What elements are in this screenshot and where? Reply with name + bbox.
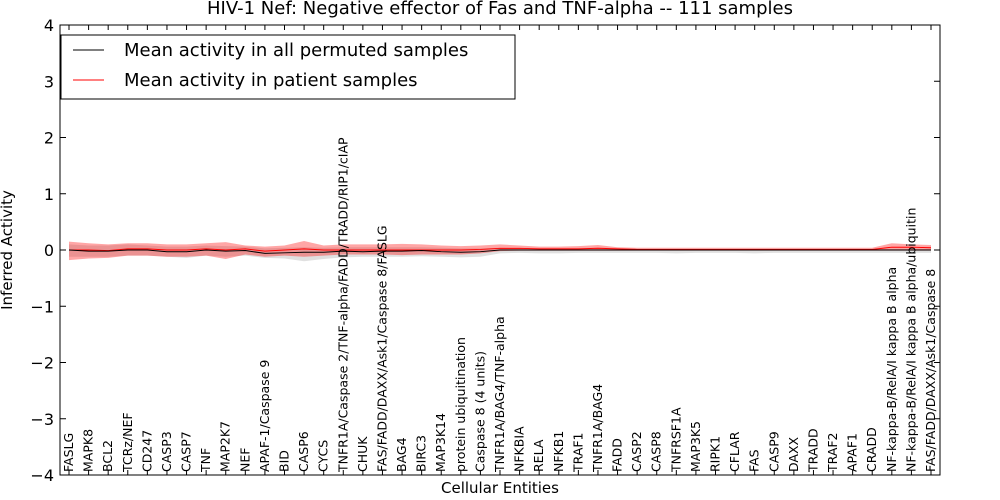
series-lines	[68, 246, 932, 254]
x-tick-label: TNFR1A/BAG4	[590, 384, 605, 473]
x-tick-label: CRADD	[864, 427, 879, 472]
x-tick-label: CASP2	[629, 431, 644, 472]
y-tick-label: 0	[44, 241, 54, 260]
x-tick-label: RELA	[531, 439, 546, 472]
x-tick-label: NFKB1	[551, 431, 566, 472]
line-series-1	[69, 246, 932, 252]
y-tick-label: −4	[30, 466, 54, 485]
y-tick-label: 2	[44, 129, 54, 148]
confidence-bands	[69, 241, 931, 262]
x-tick-label: TCRz/NEF	[120, 412, 135, 473]
x-tick-label: CD247	[139, 430, 154, 472]
chart-title: HIV-1 Nef: Negative effector of Fas and …	[207, 0, 793, 19]
x-tick-label: NF-kappa-B/RelA/I kappa B alpha	[884, 267, 899, 472]
x-tick-label: NFKBIA	[512, 426, 527, 472]
legend-box	[60, 34, 516, 100]
x-tick-label: NF-kappa-B/RelA/I kappa B alpha/ubiquiti…	[903, 208, 918, 472]
y-tick-label: −3	[30, 410, 54, 429]
x-axis: FASLG MAPK8 BCL2 TCRz/NEF CD247 CASP3 CASP7 TNF…	[61, 25, 938, 475]
x-tick-label: CYCS	[316, 440, 331, 472]
x-tick-label: APAF-1/Caspase 9	[257, 360, 272, 472]
x-tick-label: FAS/FADD/DAXX/Ask1/Caspase 8	[923, 269, 938, 472]
x-tick-label: MAPK8	[81, 429, 96, 472]
x-tick-label: TRAF1	[570, 432, 585, 473]
x-tick-label: MAP3K14	[433, 413, 448, 472]
x-tick-label: MAP3K5	[688, 421, 703, 472]
x-tick-label: TNF	[198, 448, 213, 473]
x-tick-label: FASLG	[61, 433, 76, 472]
x-tick-label: FADD	[610, 438, 625, 472]
x-tick-label: NEF	[237, 448, 252, 472]
x-tick-label: APAF1	[845, 433, 860, 472]
x-tick-label: TNFR1A/Caspase 2/TNF-alpha/FADD/TRADD/RI…	[335, 137, 350, 473]
legend-label-0: Mean activity in all permuted samples	[124, 40, 468, 61]
x-tick-label: CASP3	[159, 431, 174, 472]
x-tick-label: CFLAR	[727, 431, 742, 472]
y-tick-label: −2	[30, 354, 54, 373]
x-tick-label: CASP9	[766, 431, 781, 472]
x-axis-label: Cellular Entities	[441, 479, 559, 497]
x-tick-label: TRAF2	[825, 432, 840, 473]
x-tick-label: MAP2K7	[218, 421, 233, 472]
x-tick-label: TNFRSF1A	[668, 407, 683, 473]
x-tick-label: TNFR1A/BAG4/TNF-alpha	[492, 316, 507, 473]
x-tick-label: FAS/FADD/DAXX/Ask1/Caspase 8/FASLG	[374, 225, 389, 472]
x-tick-label: CASP6	[296, 431, 311, 472]
x-tick-label: CHUK	[355, 436, 370, 472]
x-tick-label: BAG4	[394, 437, 409, 472]
x-tick-label: protein ubiquitination	[453, 337, 468, 472]
y-axis: −4 −3 −2 −1 0 1 2 3 4	[30, 16, 940, 485]
band-series-1	[69, 241, 931, 261]
y-tick-label: −1	[30, 297, 54, 316]
x-tick-label: RIPK1	[708, 436, 723, 472]
y-tick-label: 1	[44, 185, 54, 204]
y-tick-label: 4	[44, 16, 54, 35]
x-tick-label: TRADD	[805, 428, 820, 473]
x-tick-label: BIRC3	[414, 435, 429, 472]
legend-label-1: Mean activity in patient samples	[124, 70, 418, 91]
y-tick-label: 3	[44, 72, 54, 91]
band-series-0	[69, 244, 931, 262]
x-tick-label: CASP7	[179, 431, 194, 472]
x-tick-label: FAS	[747, 449, 762, 472]
x-tick-label: CASP8	[649, 431, 664, 472]
x-tick-label: DAXX	[786, 436, 801, 472]
x-tick-label: BCL2	[100, 440, 115, 472]
line-series-0	[68, 249, 931, 254]
y-axis-label: Inferred Activity	[0, 190, 16, 310]
x-tick-label: Caspase 8 (4 units)	[472, 351, 487, 472]
legend: Mean activity in all permuted samples Mea…	[60, 34, 516, 100]
x-tick-label: BID	[277, 450, 292, 472]
